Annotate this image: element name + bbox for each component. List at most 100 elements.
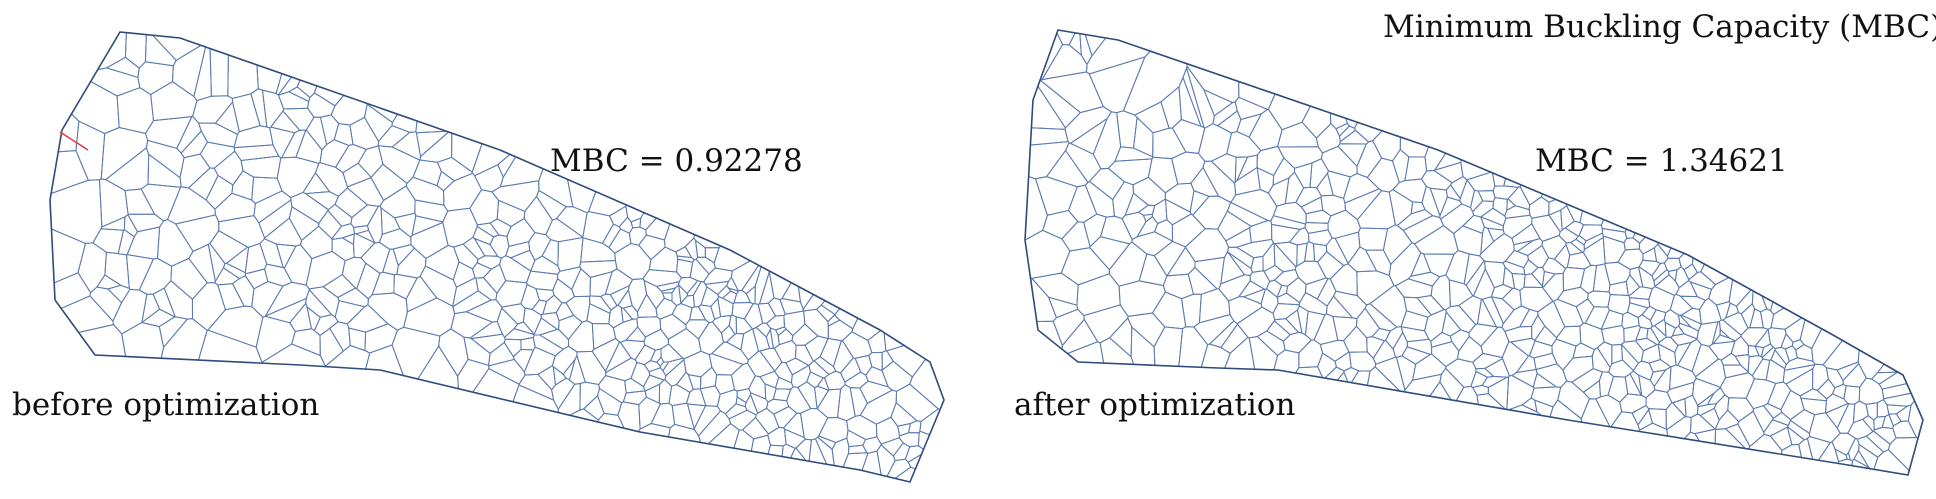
mesh-cell [768,270,792,301]
mesh-cell [207,305,264,348]
mesh-cell [692,281,708,308]
mesh-cell [1657,343,1677,368]
mesh-cell [302,171,331,195]
mesh-cell [1490,296,1515,325]
mesh-cell [305,288,333,318]
mesh-cell [60,295,115,334]
mesh-cell [112,288,148,335]
mesh-cell [758,347,783,372]
mesh-cell [1034,176,1078,216]
mesh-cell [1181,293,1202,328]
mesh-cell [363,103,393,143]
mesh-cell [1572,342,1595,359]
mesh-cell [1037,79,1082,129]
mesh-cell [1715,301,1731,321]
mesh-cell [1182,66,1205,129]
mesh-cell [1825,367,1844,389]
mesh-cell [831,437,850,468]
mesh-cell [686,403,707,431]
mesh-cell [609,284,631,307]
mesh-cell [695,256,716,275]
mesh-cell [708,353,744,376]
mesh-cell [1556,286,1589,308]
mesh-cell [473,164,504,193]
mesh-cell [496,199,526,227]
mbc-label-before: MBC = 0.92278 [550,143,803,179]
mesh-cell [1847,437,1860,462]
mesh-cell [231,93,261,133]
mesh-cell [1327,209,1361,239]
mesh-cell [1518,308,1539,328]
caption-after: after optimization [1014,387,1296,423]
mesh-cell [1760,343,1775,359]
mesh-cell [1236,306,1276,339]
mesh-cell [1364,303,1398,332]
mesh-cell [1865,430,1891,453]
mesh-cell [846,414,878,441]
mesh-cell [49,179,103,244]
mesh-cell [1445,358,1477,388]
mesh-cell [96,31,127,71]
mesh-cell [1298,291,1328,316]
mesh-cell [1582,236,1606,267]
mesh-cell [334,187,369,219]
mesh-cell [412,159,442,187]
mesh-cell [1511,223,1541,246]
mesh-cell [1285,309,1303,334]
mesh-cell [1671,397,1687,418]
mesh-cell [1528,340,1553,359]
mesh-cell [382,248,399,276]
mesh-cell [1284,171,1305,205]
mesh-cell [1767,327,1787,350]
mesh-cell [1745,378,1777,410]
mesh-cell [1657,336,1679,354]
mesh-cell [410,221,449,260]
mesh-cell [1479,207,1507,227]
mesh-cell [1429,187,1448,218]
mesh-cell [1541,270,1557,289]
mesh-cell [1295,186,1322,208]
mesh-cell [1519,184,1544,206]
mesh-cell [1403,296,1433,318]
mesh-cell [1296,242,1308,267]
mesh-cell [648,246,679,273]
mesh-cell [604,341,632,374]
mesh-cell [1663,309,1681,329]
mesh-cell [542,294,563,315]
mesh-cell [1304,310,1326,341]
mesh-cell [1357,227,1389,251]
mesh-cell [1424,309,1447,342]
mesh-cell [1583,232,1604,251]
mesh-cell [1621,311,1640,330]
mesh-cell [614,242,652,281]
mesh-cell [1406,338,1433,355]
panel-after [968,0,1936,499]
mesh-cell [612,318,639,343]
mesh-cell [174,214,220,253]
mesh-cell [1700,263,1730,286]
mesh-cell [1504,325,1533,343]
mesh-cell [1112,181,1135,220]
mesh-cell [138,257,173,295]
panel-before [49,31,945,483]
mesh-cell [1189,190,1210,216]
mesh-cell [699,385,721,407]
mesh-cell [1683,263,1699,281]
mesh-cell [193,46,212,102]
mesh-cell [892,442,911,462]
mesh-cell [1506,374,1535,411]
mesh-cell [491,180,540,213]
mesh-cell [1332,315,1358,342]
mesh-cell [608,205,629,228]
mesh-cell [473,237,499,257]
mesh-cell [187,167,219,201]
mesh-cell [799,407,829,441]
mesh-cell [703,267,733,285]
mesh-cell [287,86,311,103]
mesh-cell [1433,152,1462,172]
mesh-cell [1329,263,1358,297]
mesh-cell [895,383,940,423]
mesh-cell [77,242,107,294]
mesh-cell [1587,290,1611,308]
mesh-cell [450,311,494,339]
